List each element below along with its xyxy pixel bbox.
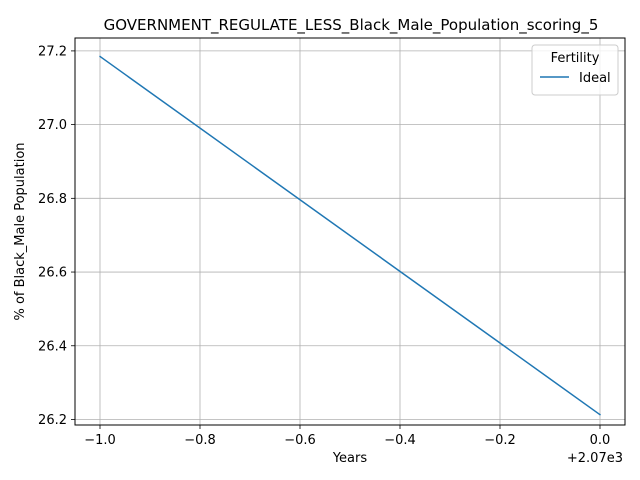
data-point bbox=[99, 55, 101, 58]
chart-title: GOVERNMENT_REGULATE_LESS_Black_Male_Popu… bbox=[104, 16, 599, 35]
y-tick-label: 26.8 bbox=[38, 192, 67, 207]
y-tick-label: 27.2 bbox=[38, 44, 67, 59]
x-axis-label: Years bbox=[332, 451, 368, 466]
legend: Fertility Ideal bbox=[531, 44, 619, 96]
data-point bbox=[599, 413, 601, 416]
x-tick-label: 0.0 bbox=[590, 433, 611, 448]
axis-ticks: −1.0 −0.8 −0.6 −0.4 −0.2 0.0 26.2 26.4 26.6 26.8 2… bbox=[38, 44, 610, 448]
legend-box bbox=[531, 44, 619, 96]
y-tick-label: 26.6 bbox=[38, 266, 67, 281]
y-axis-label: % of Black_Male Population bbox=[13, 142, 28, 320]
x-axis-offset-label: +2.07e3 bbox=[567, 451, 623, 466]
x-tick-label: −0.4 bbox=[384, 433, 416, 448]
y-tick-label: 26.2 bbox=[38, 413, 67, 428]
y-tick-label: 27.0 bbox=[38, 118, 67, 133]
legend-entry-ideal: Ideal bbox=[579, 71, 611, 86]
series-layer bbox=[99, 55, 601, 416]
y-tick-label: 26.4 bbox=[38, 339, 67, 354]
x-tick-label: −0.8 bbox=[184, 433, 216, 448]
legend-title: Fertility bbox=[551, 51, 600, 66]
series-line-ideal bbox=[99, 55, 601, 416]
x-tick-label: −0.2 bbox=[484, 433, 516, 448]
x-tick-label: −0.6 bbox=[284, 433, 316, 448]
x-tick-label: −1.0 bbox=[84, 433, 116, 448]
plot-frame bbox=[74, 37, 626, 426]
grid bbox=[75, 38, 625, 425]
